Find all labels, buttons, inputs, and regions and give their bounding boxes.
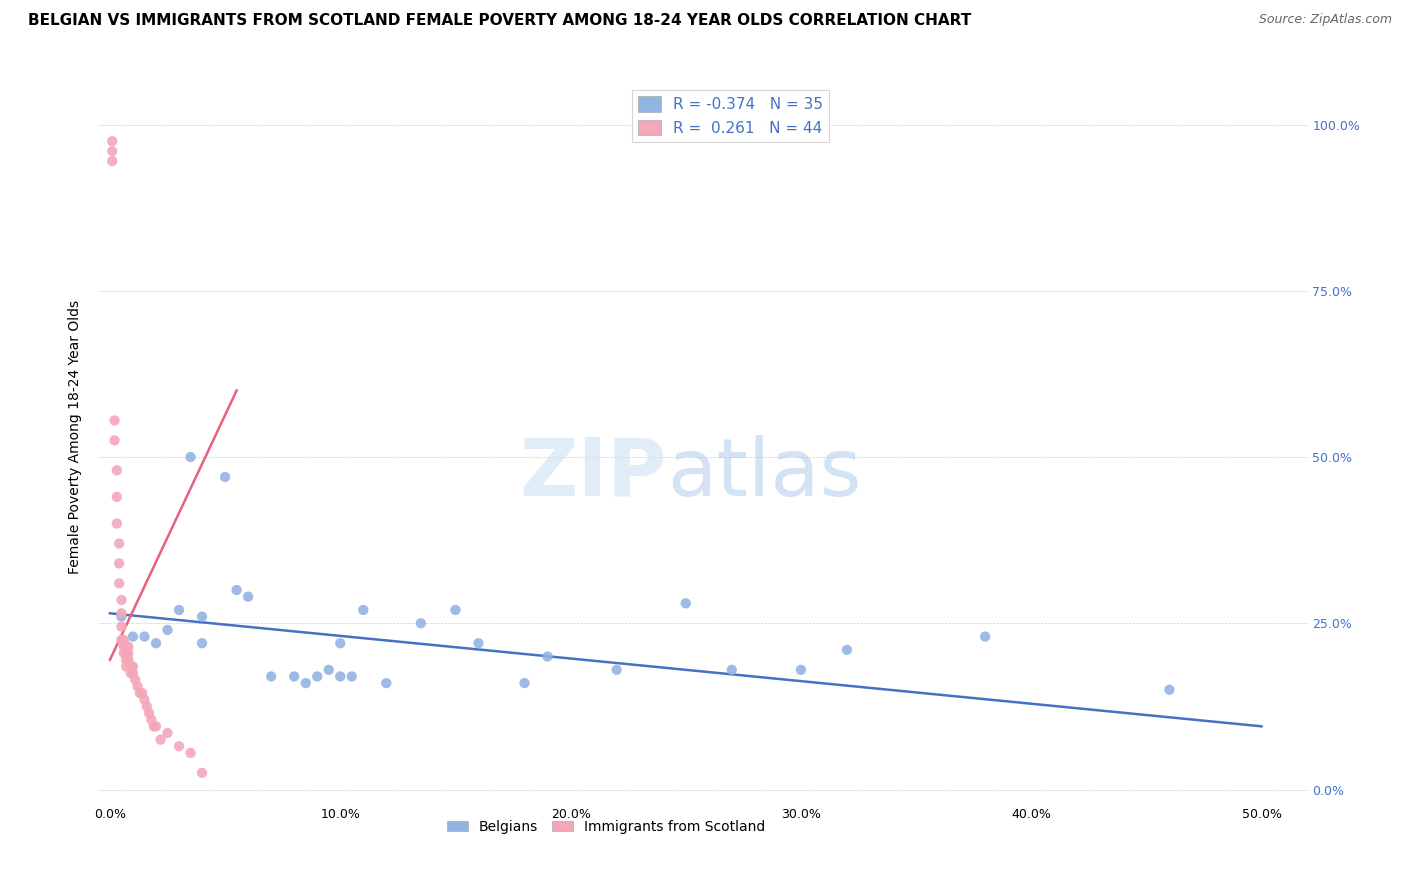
Point	[103, 413, 125, 427]
Point	[105, 463, 128, 477]
Point	[156, 726, 179, 740]
Point	[135, 699, 157, 714]
Point	[1159, 682, 1181, 697]
Point	[127, 680, 149, 694]
Point	[134, 692, 156, 706]
Point	[145, 636, 167, 650]
Point	[294, 676, 316, 690]
Point	[191, 636, 214, 650]
Point	[110, 609, 132, 624]
Point	[134, 630, 156, 644]
Point	[536, 649, 558, 664]
Point	[115, 653, 138, 667]
Text: ZIP: ZIP	[519, 434, 666, 513]
Point	[112, 636, 135, 650]
Y-axis label: Female Poverty Among 18-24 Year Olds: Female Poverty Among 18-24 Year Olds	[69, 300, 83, 574]
Point	[101, 144, 124, 158]
Point	[120, 659, 142, 673]
Point	[167, 603, 190, 617]
Text: Source: ZipAtlas.com: Source: ZipAtlas.com	[1258, 13, 1392, 27]
Point	[513, 676, 536, 690]
Point	[974, 630, 997, 644]
Legend: Belgians, Immigrants from Scotland: Belgians, Immigrants from Scotland	[441, 814, 770, 839]
Point	[191, 765, 214, 780]
Point	[105, 516, 128, 531]
Point	[835, 643, 858, 657]
Point	[108, 536, 131, 550]
Point	[260, 669, 283, 683]
Point	[131, 686, 153, 700]
Point	[191, 609, 214, 624]
Point	[340, 669, 363, 683]
Point	[110, 607, 132, 621]
Point	[112, 646, 135, 660]
Point	[110, 632, 132, 647]
Text: BELGIAN VS IMMIGRANTS FROM SCOTLAND FEMALE POVERTY AMONG 18-24 YEAR OLDS CORRELA: BELGIAN VS IMMIGRANTS FROM SCOTLAND FEMA…	[28, 13, 972, 29]
Point	[108, 576, 131, 591]
Point	[128, 686, 150, 700]
Point	[120, 666, 142, 681]
Text: atlas: atlas	[666, 434, 860, 513]
Point	[115, 640, 138, 654]
Point	[180, 746, 202, 760]
Point	[141, 713, 163, 727]
Point	[115, 659, 138, 673]
Point	[467, 636, 489, 650]
Point	[101, 154, 124, 169]
Point	[117, 640, 139, 654]
Point	[122, 659, 145, 673]
Point	[790, 663, 813, 677]
Point	[101, 134, 124, 148]
Point	[236, 590, 259, 604]
Point	[606, 663, 628, 677]
Point	[122, 630, 145, 644]
Point	[124, 673, 146, 687]
Point	[375, 676, 398, 690]
Point	[115, 646, 138, 660]
Point	[122, 666, 145, 681]
Point	[138, 706, 160, 720]
Point	[142, 719, 165, 733]
Point	[112, 640, 135, 654]
Point	[283, 669, 305, 683]
Point	[167, 739, 190, 754]
Point	[110, 593, 132, 607]
Point	[318, 663, 340, 677]
Point	[156, 623, 179, 637]
Point	[110, 619, 132, 633]
Point	[329, 669, 352, 683]
Point	[117, 646, 139, 660]
Point	[108, 557, 131, 571]
Point	[112, 632, 135, 647]
Point	[352, 603, 374, 617]
Point	[329, 636, 352, 650]
Point	[307, 669, 329, 683]
Point	[145, 719, 167, 733]
Point	[444, 603, 467, 617]
Point	[225, 582, 247, 597]
Point	[117, 653, 139, 667]
Point	[720, 663, 742, 677]
Point	[105, 490, 128, 504]
Point	[409, 616, 432, 631]
Point	[180, 450, 202, 464]
Point	[214, 470, 236, 484]
Point	[675, 596, 697, 610]
Point	[103, 434, 125, 448]
Point	[149, 732, 172, 747]
